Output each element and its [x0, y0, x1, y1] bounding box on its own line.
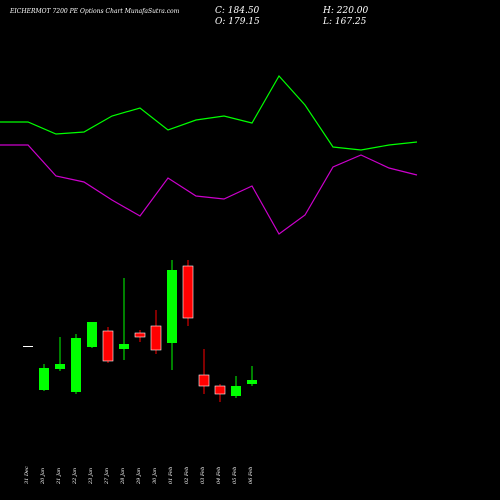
candle-body	[167, 270, 177, 343]
x-tick-label: 01 Feb	[168, 467, 174, 484]
candle-22-jan	[71, 334, 81, 394]
bands-layer	[0, 74, 418, 235]
candle-body	[55, 364, 65, 369]
candle-23-jan	[87, 322, 97, 348]
candle-21-jan	[55, 337, 65, 371]
x-tick-label: 30 Jan	[152, 468, 158, 484]
candle-body	[198, 374, 210, 387]
x-axis-labels: 31 Dec 20 Jan 21 Jan 22 Jan 23 Jan 27 Jan 28 J…	[24, 466, 254, 485]
high-value: H: 220.00	[323, 6, 369, 16]
x-tick-label: 05 Feb	[232, 467, 238, 484]
candle-27-jan	[102, 327, 114, 363]
x-tick-label: 27 Jan	[104, 468, 110, 485]
low-value: L: 167.25	[323, 17, 367, 27]
candle-03-feb	[198, 349, 210, 394]
candle-body	[182, 265, 194, 319]
candle-body	[119, 344, 129, 349]
candle-body	[23, 346, 33, 347]
candle-30-jan	[150, 310, 162, 354]
candle-04-feb	[214, 384, 226, 402]
candle-31-dec	[23, 346, 33, 347]
x-tick-label: 06 Feb	[248, 467, 254, 484]
upper-band-line	[0, 74, 418, 151]
x-tick-label: 04 Feb	[216, 467, 222, 484]
open-value: O: 179.15	[215, 17, 260, 27]
candle-body	[231, 386, 241, 396]
candle-body	[87, 322, 97, 347]
x-tick-label: 23 Jan	[88, 468, 94, 485]
x-tick-label: 21 Jan	[56, 468, 62, 485]
x-tick-label: 28 Jan	[120, 468, 126, 485]
candle-06-feb	[247, 366, 257, 386]
candle-02-feb	[182, 260, 194, 326]
x-tick-label: 31 Dec	[24, 466, 30, 484]
candle-body	[134, 332, 146, 338]
candle-29-jan	[134, 330, 146, 342]
x-tick-label: 29 Jan	[136, 468, 142, 485]
x-tick-label: 02 Feb	[184, 467, 190, 484]
candle-body	[39, 368, 49, 390]
lower-band-line	[0, 144, 418, 235]
x-tick-label: 03 Feb	[200, 467, 206, 484]
candles-layer	[23, 260, 257, 402]
candle-20-jan	[39, 364, 49, 391]
close-value: C: 184.50	[215, 6, 260, 16]
candle-05-feb	[231, 376, 241, 398]
candle-body	[150, 325, 162, 351]
chart-title: EICHERMOT 7200 PE Options Chart MunafaSu…	[10, 8, 180, 15]
x-tick-label: 22 Jan	[72, 468, 78, 485]
x-tick-label: 20 Jan	[40, 468, 46, 485]
candle-body	[71, 338, 81, 392]
candle-28-jan	[119, 278, 129, 360]
candle-01-feb	[167, 260, 177, 370]
candle-body	[247, 380, 257, 384]
candle-body	[214, 385, 226, 395]
candle-body	[102, 330, 114, 362]
